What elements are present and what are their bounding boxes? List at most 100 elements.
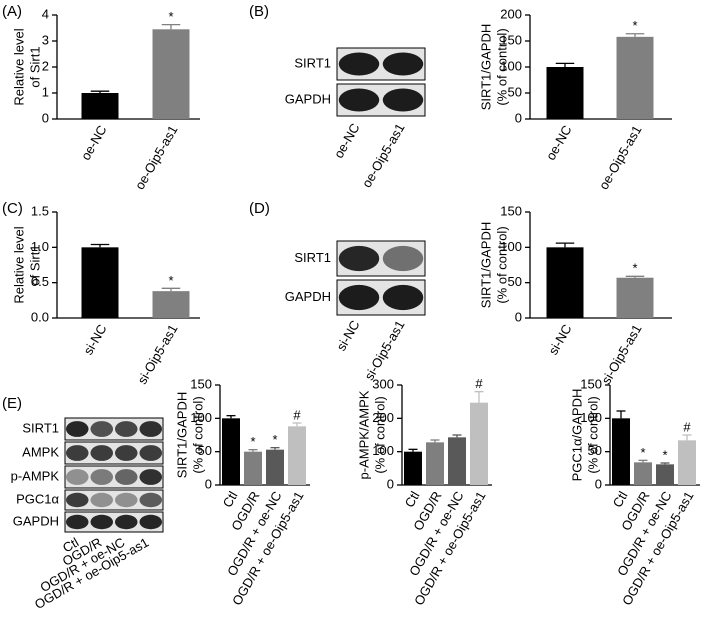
bar: [426, 442, 444, 485]
bar: [404, 451, 422, 485]
x-tick-label: Ctl: [220, 489, 241, 510]
bar: [81, 93, 119, 119]
bar: [616, 277, 654, 318]
blot-band: [139, 492, 163, 508]
blot-strip: [64, 465, 164, 489]
blot-lane-label: si-NC: [333, 318, 362, 354]
bar: [81, 247, 119, 318]
x-tick-label: oe-Oip5-as1: [132, 123, 181, 192]
blot-band: [382, 52, 424, 76]
y-axis-label: (% of control): [494, 28, 509, 105]
panel-label: (A): [2, 3, 22, 20]
blot-band: [139, 514, 163, 530]
blot-lane-label: si-Oip5-as1: [361, 318, 407, 383]
y-tick-label: 100: [500, 58, 522, 73]
significance-mark: #: [293, 407, 301, 422]
significance-mark: *: [632, 261, 637, 276]
y-tick-label: 2: [42, 58, 49, 73]
bar: [152, 29, 190, 119]
blot-band: [382, 88, 424, 112]
significance-mark: *: [640, 445, 645, 460]
y-axis-label: Relative level: [11, 226, 26, 303]
y-tick-label: 50: [588, 443, 602, 458]
y-tick-label: 150: [190, 376, 212, 391]
blot-band: [114, 492, 138, 508]
blot-row-label: GAPDH: [285, 91, 331, 106]
significance-mark: *: [168, 9, 173, 24]
bar: [288, 426, 306, 485]
blot-band: [114, 469, 138, 485]
y-tick-label: 4: [42, 6, 49, 21]
x-tick-label: si-Oip5-as1: [598, 322, 644, 387]
blot-row-label: SIRT1: [294, 250, 331, 265]
y-tick-label: 150: [500, 203, 522, 218]
y-axis-label: PGC1α/GAPDH: [569, 389, 584, 482]
blot-band: [114, 421, 138, 437]
blot-band: [90, 492, 114, 508]
y-tick-label: 0: [515, 309, 522, 324]
blot-row-label: SIRT1: [294, 55, 331, 70]
y-tick-label: 150: [500, 32, 522, 47]
bar: [152, 291, 190, 318]
blot-band: [90, 469, 114, 485]
y-tick-label: 200: [500, 6, 522, 21]
y-tick-label: 150: [580, 376, 602, 391]
y-tick-label: 0: [387, 476, 394, 491]
bar: [656, 464, 674, 485]
y-tick-label: 100: [500, 239, 522, 254]
x-tick-label: Ctl: [610, 489, 631, 510]
significance-mark: #: [683, 419, 691, 434]
y-tick-label: 200: [372, 410, 394, 425]
bar: [616, 36, 654, 120]
y-tick-label: 50: [198, 443, 212, 458]
x-tick-label: si-NC: [80, 322, 109, 358]
blot-lane-label: oe-NC: [331, 121, 363, 161]
bar: [546, 247, 584, 318]
y-tick-label: 100: [190, 410, 212, 425]
panel-label: (B): [249, 3, 269, 20]
y-axis-label: (% of control): [190, 396, 205, 473]
blot-band: [139, 445, 163, 461]
blot-strip: [64, 511, 164, 533]
bar: [612, 418, 630, 485]
x-tick-label: si-NC: [545, 322, 574, 358]
x-tick-label: oe-NC: [543, 123, 575, 163]
significance-mark: *: [168, 273, 173, 288]
y-tick-label: 100: [580, 410, 602, 425]
bar: [678, 440, 696, 485]
blot-band: [65, 514, 89, 530]
blot-band: [114, 445, 138, 461]
blot-band: [338, 88, 380, 112]
y-tick-label: 50: [508, 274, 522, 289]
blot-band: [90, 514, 114, 530]
blot-band: [65, 469, 89, 485]
significance-mark: *: [272, 432, 277, 447]
bar: [546, 67, 584, 119]
y-axis-label: SIRT1/GAPDH: [174, 392, 189, 478]
blot-band: [338, 284, 380, 311]
blot-row-label: SIRT1: [22, 420, 59, 435]
blot-band: [90, 421, 114, 437]
y-tick-label: 1.5: [31, 203, 49, 218]
blot-strip: [64, 489, 164, 511]
significance-mark: *: [632, 18, 637, 33]
x-tick-label: Ctl: [402, 489, 423, 510]
blot-band: [139, 421, 163, 437]
significance-mark: *: [250, 434, 255, 449]
blot-band: [65, 421, 89, 437]
x-tick-label: si-Oip5-as1: [134, 322, 180, 387]
blot-lane-label: oe-Oip5-as1: [359, 121, 408, 190]
panel-label: (E): [2, 395, 22, 412]
significance-mark: *: [662, 447, 667, 462]
y-axis-label: (% of control): [372, 396, 387, 473]
blot-band: [338, 52, 380, 76]
y-tick-label: 0: [42, 110, 49, 125]
blot-strip: [64, 441, 164, 465]
y-tick-label: 0.0: [31, 309, 49, 324]
y-tick-label: 300: [372, 376, 394, 391]
y-axis-label: p-AMPK/AMPK: [356, 390, 371, 479]
panel-label: (D): [249, 200, 270, 217]
significance-mark: #: [475, 376, 483, 391]
y-axis-label: of Sirt1: [27, 244, 42, 285]
